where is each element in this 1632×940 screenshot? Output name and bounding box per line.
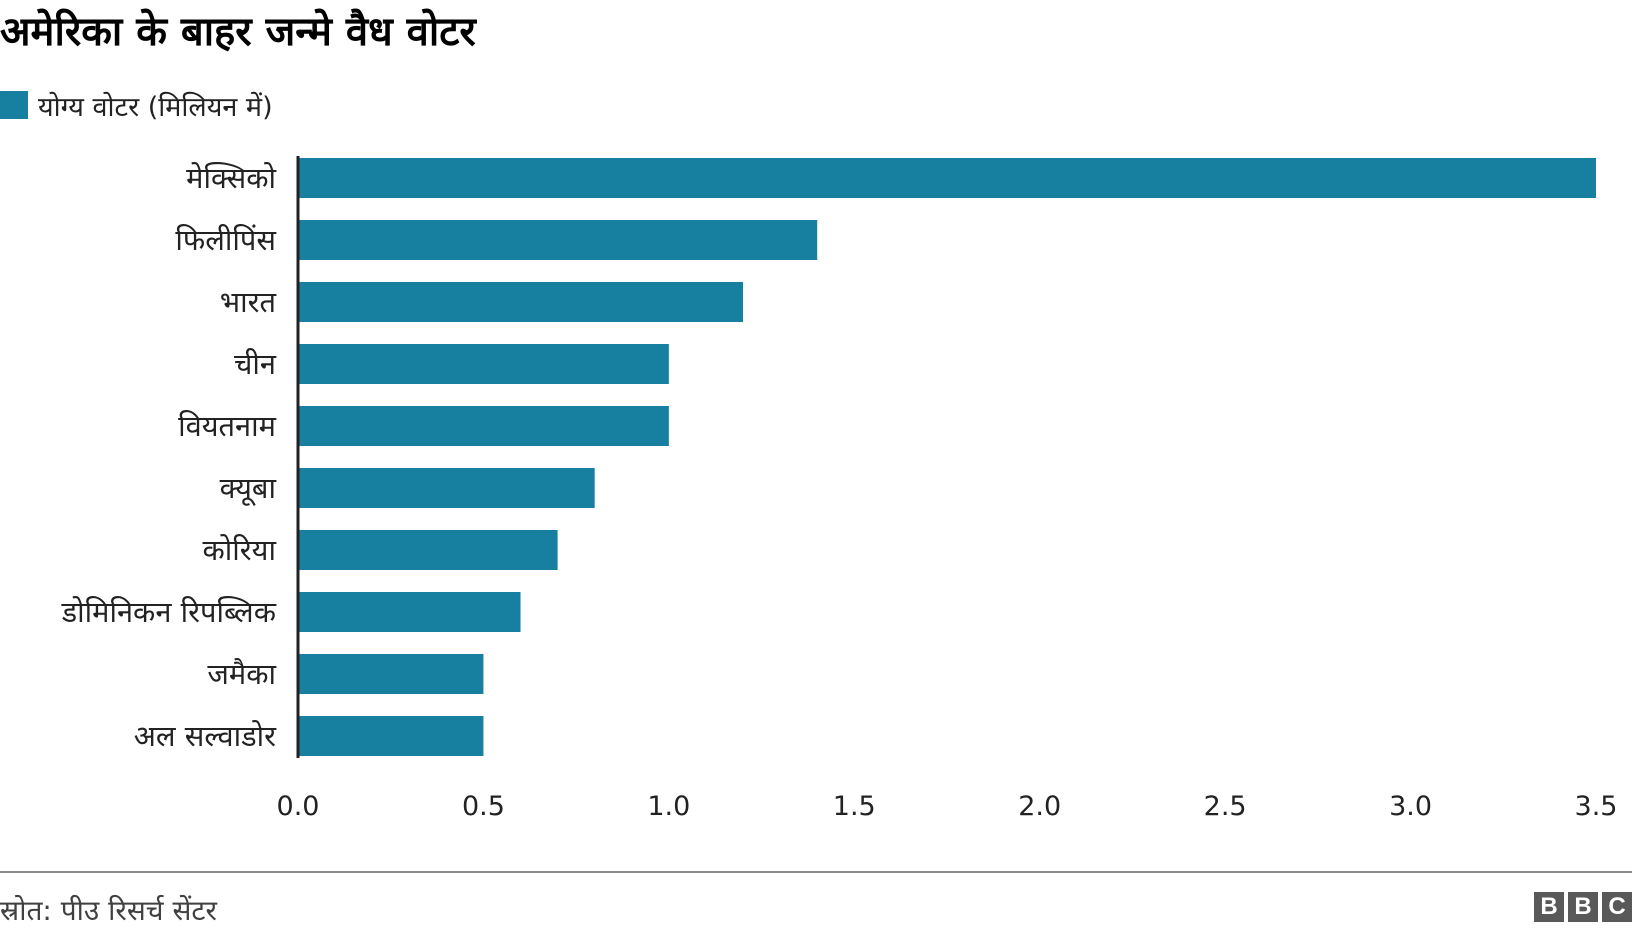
category-label: डोमिनिकन रिपब्लिक bbox=[61, 595, 277, 629]
bar bbox=[298, 468, 595, 508]
bbc-logo: B B C bbox=[1534, 892, 1632, 922]
category-label: फिलीपिंस bbox=[175, 223, 277, 257]
x-tick-label: 0.0 bbox=[277, 791, 320, 822]
legend: योग्य वोटर (मिलियन में) bbox=[0, 88, 273, 123]
legend-label: योग्य वोटर (मिलियन में) bbox=[38, 91, 273, 123]
category-label: अल सल्वाडोर bbox=[134, 719, 277, 753]
bbc-logo-letter: B bbox=[1534, 892, 1564, 922]
bbc-logo-letter: B bbox=[1568, 892, 1598, 922]
category-label: चीन bbox=[234, 347, 277, 381]
category-label: जमैका bbox=[207, 657, 276, 691]
x-tick-label: 0.5 bbox=[462, 791, 505, 822]
bar bbox=[298, 654, 484, 694]
x-tick-label: 3.5 bbox=[1575, 791, 1618, 822]
x-tick-label: 3.0 bbox=[1389, 791, 1432, 822]
source-note: स्रोत: पीउ रिसर्च सेंटर bbox=[0, 894, 217, 927]
x-tick-label: 2.5 bbox=[1204, 791, 1247, 822]
bar bbox=[298, 220, 818, 260]
bar bbox=[298, 406, 669, 446]
chart-title: अमेरिका के बाहर जन्मे वैध वोटर bbox=[0, 9, 476, 55]
bar bbox=[298, 158, 1596, 198]
category-label: वियतनाम bbox=[178, 409, 277, 443]
category-label: कोरिया bbox=[203, 533, 277, 567]
category-label: क्यूबा bbox=[220, 471, 277, 506]
x-tick-label: 1.0 bbox=[647, 791, 690, 822]
footer-divider bbox=[0, 871, 1632, 873]
legend-swatch bbox=[0, 91, 28, 119]
bar bbox=[298, 344, 669, 384]
bar bbox=[298, 530, 558, 570]
bar bbox=[298, 282, 744, 322]
category-label: भारत bbox=[220, 285, 277, 319]
bbc-logo-letter: C bbox=[1602, 892, 1632, 922]
bar bbox=[298, 592, 521, 632]
bar bbox=[298, 716, 484, 756]
category-label: मेक्सिको bbox=[186, 161, 276, 195]
bar-chart: मेक्सिको फिलीपिंस भारत चीन वियतनाम क्यूबा कोरि… bbox=[61, 156, 1618, 822]
x-tick-label: 2.0 bbox=[1018, 791, 1061, 822]
x-tick-label: 1.5 bbox=[833, 791, 876, 822]
